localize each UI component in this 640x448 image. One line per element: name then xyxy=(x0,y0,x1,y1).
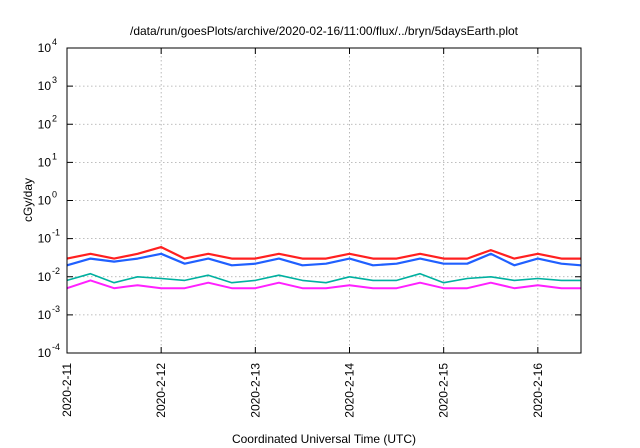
x-axis-label: Coordinated Universal Time (UTC) xyxy=(232,432,416,446)
y-tick-label: 10 xyxy=(38,41,52,55)
y-tick-exponent: 0 xyxy=(52,190,57,200)
y-axis-label: cGy/day xyxy=(21,178,35,222)
y-tick-label: 10 xyxy=(38,232,52,246)
y-tick-label: 10 xyxy=(38,308,52,322)
series-line-4 xyxy=(66,279,581,290)
y-tick-label: 10 xyxy=(38,194,52,208)
series-line-1 xyxy=(66,246,581,260)
series-line-2 xyxy=(66,252,582,267)
series-line-3 xyxy=(66,272,581,284)
y-tick-label: 10 xyxy=(38,155,52,169)
x-tick-label: 2020-2-16 xyxy=(531,363,545,418)
y-tick-label: 10 xyxy=(38,117,52,131)
chart-title: /data/run/goesPlots/archive/2020-02-16/1… xyxy=(130,24,519,38)
y-tick-exponent: 4 xyxy=(52,37,57,47)
x-tick-label: 2020-2-11 xyxy=(60,363,74,417)
x-tick-label: 2020-2-13 xyxy=(248,363,262,418)
series-group xyxy=(66,246,582,290)
y-tick-exponent: -4 xyxy=(52,342,60,352)
x-tick-label: 2020-2-12 xyxy=(154,363,168,418)
y-tick-label: 10 xyxy=(38,346,52,360)
y-tick-exponent: -3 xyxy=(52,304,60,314)
y-tick-exponent: 3 xyxy=(52,75,57,85)
y-tick-label: 10 xyxy=(38,270,52,284)
x-tick-label: 2020-2-15 xyxy=(437,363,451,418)
y-tick-label: 10 xyxy=(38,79,52,93)
y-tick-exponent: 1 xyxy=(52,151,57,161)
x-axis: 2020-2-11 2020-2-12 2020-2-13 2020-2-14 2020… xyxy=(60,48,545,418)
grid xyxy=(66,47,581,354)
y-tick-exponent: -1 xyxy=(52,228,60,238)
x-tick-label: 2020-2-14 xyxy=(343,363,357,418)
y-tick-exponent: -2 xyxy=(52,266,60,276)
y-tick-exponent: 2 xyxy=(52,113,57,123)
